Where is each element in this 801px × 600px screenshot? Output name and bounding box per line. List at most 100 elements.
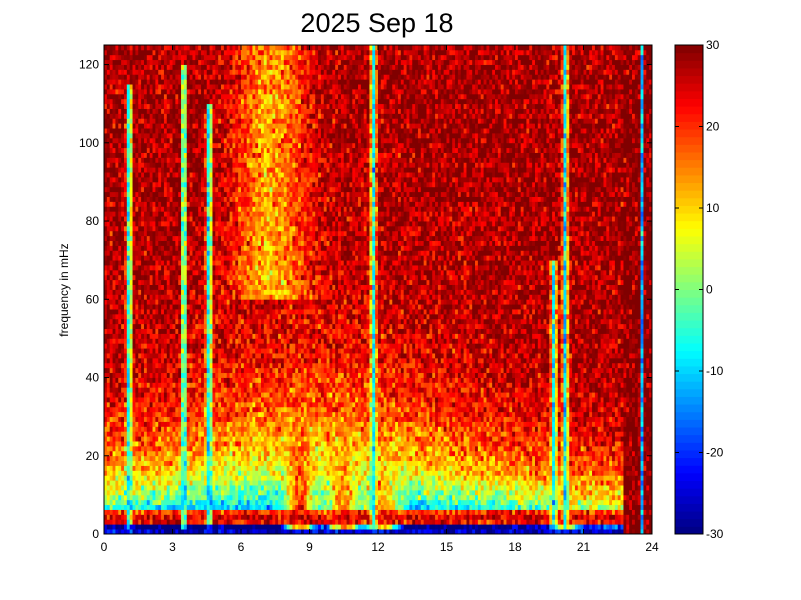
heatmap-cell	[215, 299, 219, 305]
heatmap-cell	[195, 69, 199, 75]
heatmap-cell	[152, 216, 156, 222]
heatmap-cell	[175, 309, 179, 315]
heatmap-cell	[201, 485, 205, 491]
heatmap-cell	[178, 113, 182, 119]
heatmap-cell	[172, 128, 176, 134]
heatmap-cell	[118, 411, 122, 418]
heatmap-cell	[158, 357, 162, 364]
heatmap-cell	[126, 333, 131, 339]
heatmap-cell	[141, 128, 145, 134]
heatmap-cell	[118, 382, 122, 388]
heatmap-cell	[181, 89, 185, 95]
heatmap-cell	[175, 353, 179, 359]
heatmap-cell	[146, 221, 151, 227]
heatmap-cell	[226, 529, 230, 535]
heatmap-cell	[172, 362, 176, 369]
heatmap-cell	[203, 255, 208, 261]
heatmap-cell	[104, 299, 108, 305]
heatmap-cell	[226, 157, 230, 163]
heatmap-cell	[229, 250, 233, 256]
heatmap-cell	[115, 309, 119, 315]
heatmap-cell	[232, 357, 236, 364]
heatmap-cell	[218, 421, 222, 427]
heatmap-cell	[235, 147, 239, 153]
heatmap-cell	[209, 201, 213, 207]
heatmap-cell	[109, 436, 113, 442]
heatmap-cell	[166, 470, 171, 476]
heatmap-cell	[201, 421, 205, 427]
heatmap-cell	[115, 240, 119, 246]
heatmap-cell	[175, 411, 179, 418]
heatmap-cell	[161, 230, 165, 237]
heatmap-cell	[209, 49, 213, 56]
heatmap-cell	[143, 450, 148, 457]
heatmap-cell	[241, 480, 245, 486]
heatmap-cell	[238, 514, 242, 520]
heatmap-cell	[243, 411, 248, 418]
heatmap-cell	[186, 69, 191, 75]
heatmap-cell	[181, 480, 185, 486]
heatmap-cell	[212, 216, 216, 222]
heatmap-cell	[218, 84, 222, 90]
heatmap-cell	[201, 157, 205, 163]
heatmap-cell	[178, 142, 182, 149]
heatmap-cell	[195, 431, 199, 437]
heatmap-cell	[178, 509, 182, 515]
heatmap-cell	[155, 84, 159, 90]
heatmap-cell	[226, 397, 230, 403]
heatmap-cell	[189, 123, 193, 129]
heatmap-cell	[223, 196, 228, 202]
heatmap-cell	[141, 69, 145, 75]
heatmap-cell	[203, 98, 208, 105]
heatmap-cell	[146, 499, 151, 506]
heatmap-cell	[192, 54, 196, 61]
heatmap-cell	[143, 211, 148, 217]
heatmap-cell	[135, 235, 139, 241]
heatmap-cell	[163, 49, 168, 56]
heatmap-cell	[163, 357, 168, 364]
heatmap-cell	[172, 216, 176, 222]
heatmap-cell	[186, 289, 191, 295]
heatmap-cell	[155, 147, 159, 153]
heatmap-cell	[138, 274, 142, 281]
heatmap-cell	[115, 348, 119, 354]
heatmap-cell	[123, 260, 128, 266]
heatmap-cell	[141, 250, 145, 256]
heatmap-cell	[175, 147, 179, 153]
heatmap-cell	[149, 382, 153, 388]
heatmap-cell	[221, 313, 225, 320]
heatmap-cell	[209, 265, 213, 271]
heatmap-cell	[149, 309, 153, 315]
heatmap-cell	[118, 367, 122, 374]
heatmap-cell	[203, 177, 208, 183]
heatmap-cell	[104, 221, 108, 227]
heatmap-cell	[243, 416, 248, 422]
heatmap-cell	[132, 372, 136, 378]
heatmap-cell	[129, 362, 133, 369]
heatmap-cell	[149, 372, 153, 378]
heatmap-cell	[132, 89, 136, 95]
heatmap-cell	[209, 504, 213, 510]
heatmap-cell	[195, 181, 199, 188]
heatmap-cell	[138, 206, 142, 212]
heatmap-cell	[141, 421, 145, 427]
heatmap-cell	[203, 157, 208, 163]
heatmap-cell	[192, 318, 196, 325]
heatmap-cell	[201, 260, 205, 266]
heatmap-cell	[169, 485, 173, 491]
heatmap-cell	[172, 265, 176, 271]
heatmap-cell	[195, 230, 199, 237]
heatmap-cell	[243, 201, 248, 207]
heatmap-cell	[232, 240, 236, 246]
heatmap-cell	[161, 416, 165, 422]
heatmap-cell	[118, 152, 122, 158]
heatmap-cell	[141, 445, 145, 452]
heatmap-cell	[106, 128, 111, 134]
heatmap-cell	[138, 470, 142, 476]
heatmap-cell	[181, 79, 185, 85]
heatmap-cell	[215, 460, 219, 466]
heatmap-cell	[141, 177, 145, 183]
heatmap-cell	[221, 103, 225, 109]
heatmap-cell	[215, 265, 219, 271]
heatmap-cell	[235, 274, 239, 281]
